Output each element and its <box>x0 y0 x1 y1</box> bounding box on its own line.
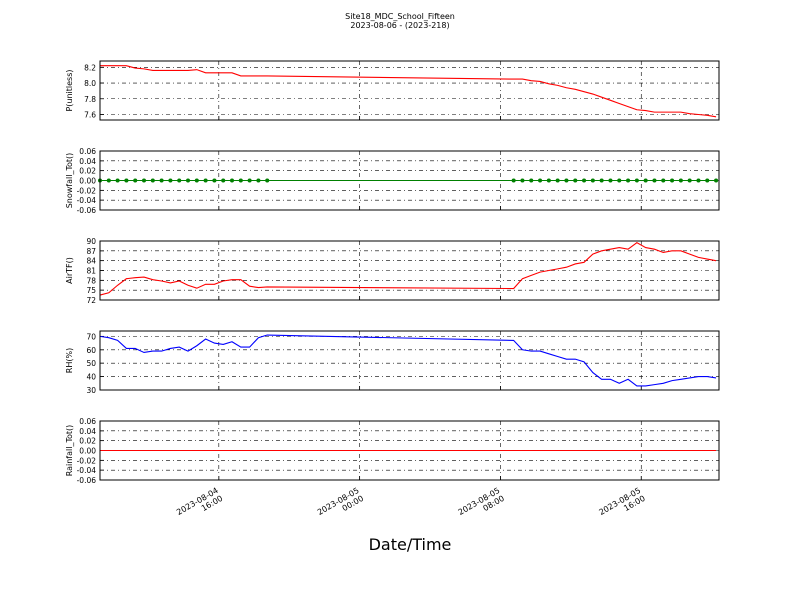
data-point <box>203 178 208 183</box>
data-point <box>247 178 252 183</box>
data-point <box>661 178 666 183</box>
y-tick-label: -0.06 <box>77 476 97 485</box>
x-axis-label: Date/Time <box>369 535 452 554</box>
plot-frame <box>99 330 720 391</box>
data-point <box>617 178 622 183</box>
y-tick-label: 30 <box>86 386 96 395</box>
data-point <box>538 178 543 183</box>
x-tick-label: 2023-08-0416:00 <box>175 486 224 525</box>
y-tick-label: 75 <box>86 286 96 295</box>
data-point <box>186 178 191 183</box>
data-point <box>265 178 270 183</box>
data-point <box>705 178 710 183</box>
chart-title: Site18_MDC_School_Fifteen <box>345 12 455 21</box>
y-tick-label: -0.02 <box>77 186 97 195</box>
data-point <box>573 178 578 183</box>
y-tick-label: 78 <box>86 276 96 285</box>
data-point <box>221 178 226 183</box>
data-point <box>582 178 587 183</box>
plot-frame <box>99 420 720 481</box>
y-tick-label: 0.04 <box>79 427 96 436</box>
y-tick-label: 0.02 <box>79 167 96 176</box>
y-tick-label: 60 <box>86 346 96 355</box>
data-point <box>212 178 217 183</box>
data-point <box>133 178 138 183</box>
plot-frame <box>99 60 720 121</box>
y-tick-label: -0.02 <box>77 456 97 465</box>
y-tick-label: 0.04 <box>79 157 96 166</box>
data-point <box>520 178 525 183</box>
y-axis-label: Snowfall_Tot() <box>65 153 74 209</box>
data-point <box>590 178 595 183</box>
data-point <box>159 178 164 183</box>
data-point <box>670 178 675 183</box>
data-point <box>564 178 569 183</box>
x-tick-label: 2023-08-0508:00 <box>457 486 506 525</box>
data-point <box>652 178 657 183</box>
y-axis-label: Rainfall_Tot() <box>65 425 74 477</box>
y-tick-label: 90 <box>86 237 96 246</box>
plot-frame <box>99 240 720 301</box>
y-tick-label: 84 <box>86 257 96 266</box>
y-axis-label: P(unitless) <box>65 69 74 111</box>
data-point <box>643 178 648 183</box>
y-tick-label: 0.06 <box>79 417 96 426</box>
data-point <box>626 178 631 183</box>
data-line <box>99 241 717 296</box>
data-point <box>608 178 613 183</box>
data-point <box>177 178 182 183</box>
y-tick-label: 7.6 <box>84 110 96 119</box>
data-point <box>687 178 692 183</box>
x-tick-label: 2023-08-0500:00 <box>316 486 365 525</box>
y-tick-label: 0.06 <box>79 147 96 156</box>
data-point <box>634 178 639 183</box>
y-tick-label: 8.2 <box>84 63 96 72</box>
x-tick-label: 2023-08-0516:00 <box>597 486 646 525</box>
data-point <box>529 178 534 183</box>
data-point <box>194 178 199 183</box>
data-point <box>124 178 129 183</box>
data-line <box>99 334 717 387</box>
y-tick-label: 50 <box>86 359 96 368</box>
y-tick-label: 40 <box>86 373 96 382</box>
data-point <box>142 178 147 183</box>
data-point <box>546 178 551 183</box>
y-tick-label: 7.8 <box>84 95 96 104</box>
y-tick-label: 0.02 <box>79 437 96 446</box>
data-point <box>511 178 516 183</box>
data-line <box>100 65 717 118</box>
data-point <box>555 178 560 183</box>
data-point <box>599 178 604 183</box>
y-tick-label: -0.04 <box>77 196 97 205</box>
y-tick-label: 72 <box>86 296 96 305</box>
y-tick-label: 81 <box>86 267 96 276</box>
y-tick-label: 8.0 <box>84 79 96 88</box>
y-tick-label: 87 <box>86 247 96 256</box>
data-point <box>256 178 261 183</box>
y-tick-label: 0.00 <box>79 177 96 186</box>
data-point <box>238 178 243 183</box>
data-point <box>106 178 111 183</box>
y-axis-label: RH(%) <box>65 348 74 373</box>
y-tick-label: 0.00 <box>79 447 96 456</box>
y-tick-label: -0.06 <box>77 206 97 215</box>
y-tick-label: 70 <box>86 332 96 341</box>
y-axis-label: AirTF() <box>65 257 74 284</box>
data-point <box>696 178 701 183</box>
chart-subtitle: 2023-08-06 - (2023-218) <box>350 21 449 30</box>
data-point <box>678 178 683 183</box>
y-tick-label: -0.04 <box>77 466 97 475</box>
data-point <box>230 178 235 183</box>
data-point <box>168 178 173 183</box>
data-point <box>150 178 155 183</box>
data-point <box>115 178 120 183</box>
plot-frame <box>99 150 720 211</box>
data-point <box>714 178 719 183</box>
